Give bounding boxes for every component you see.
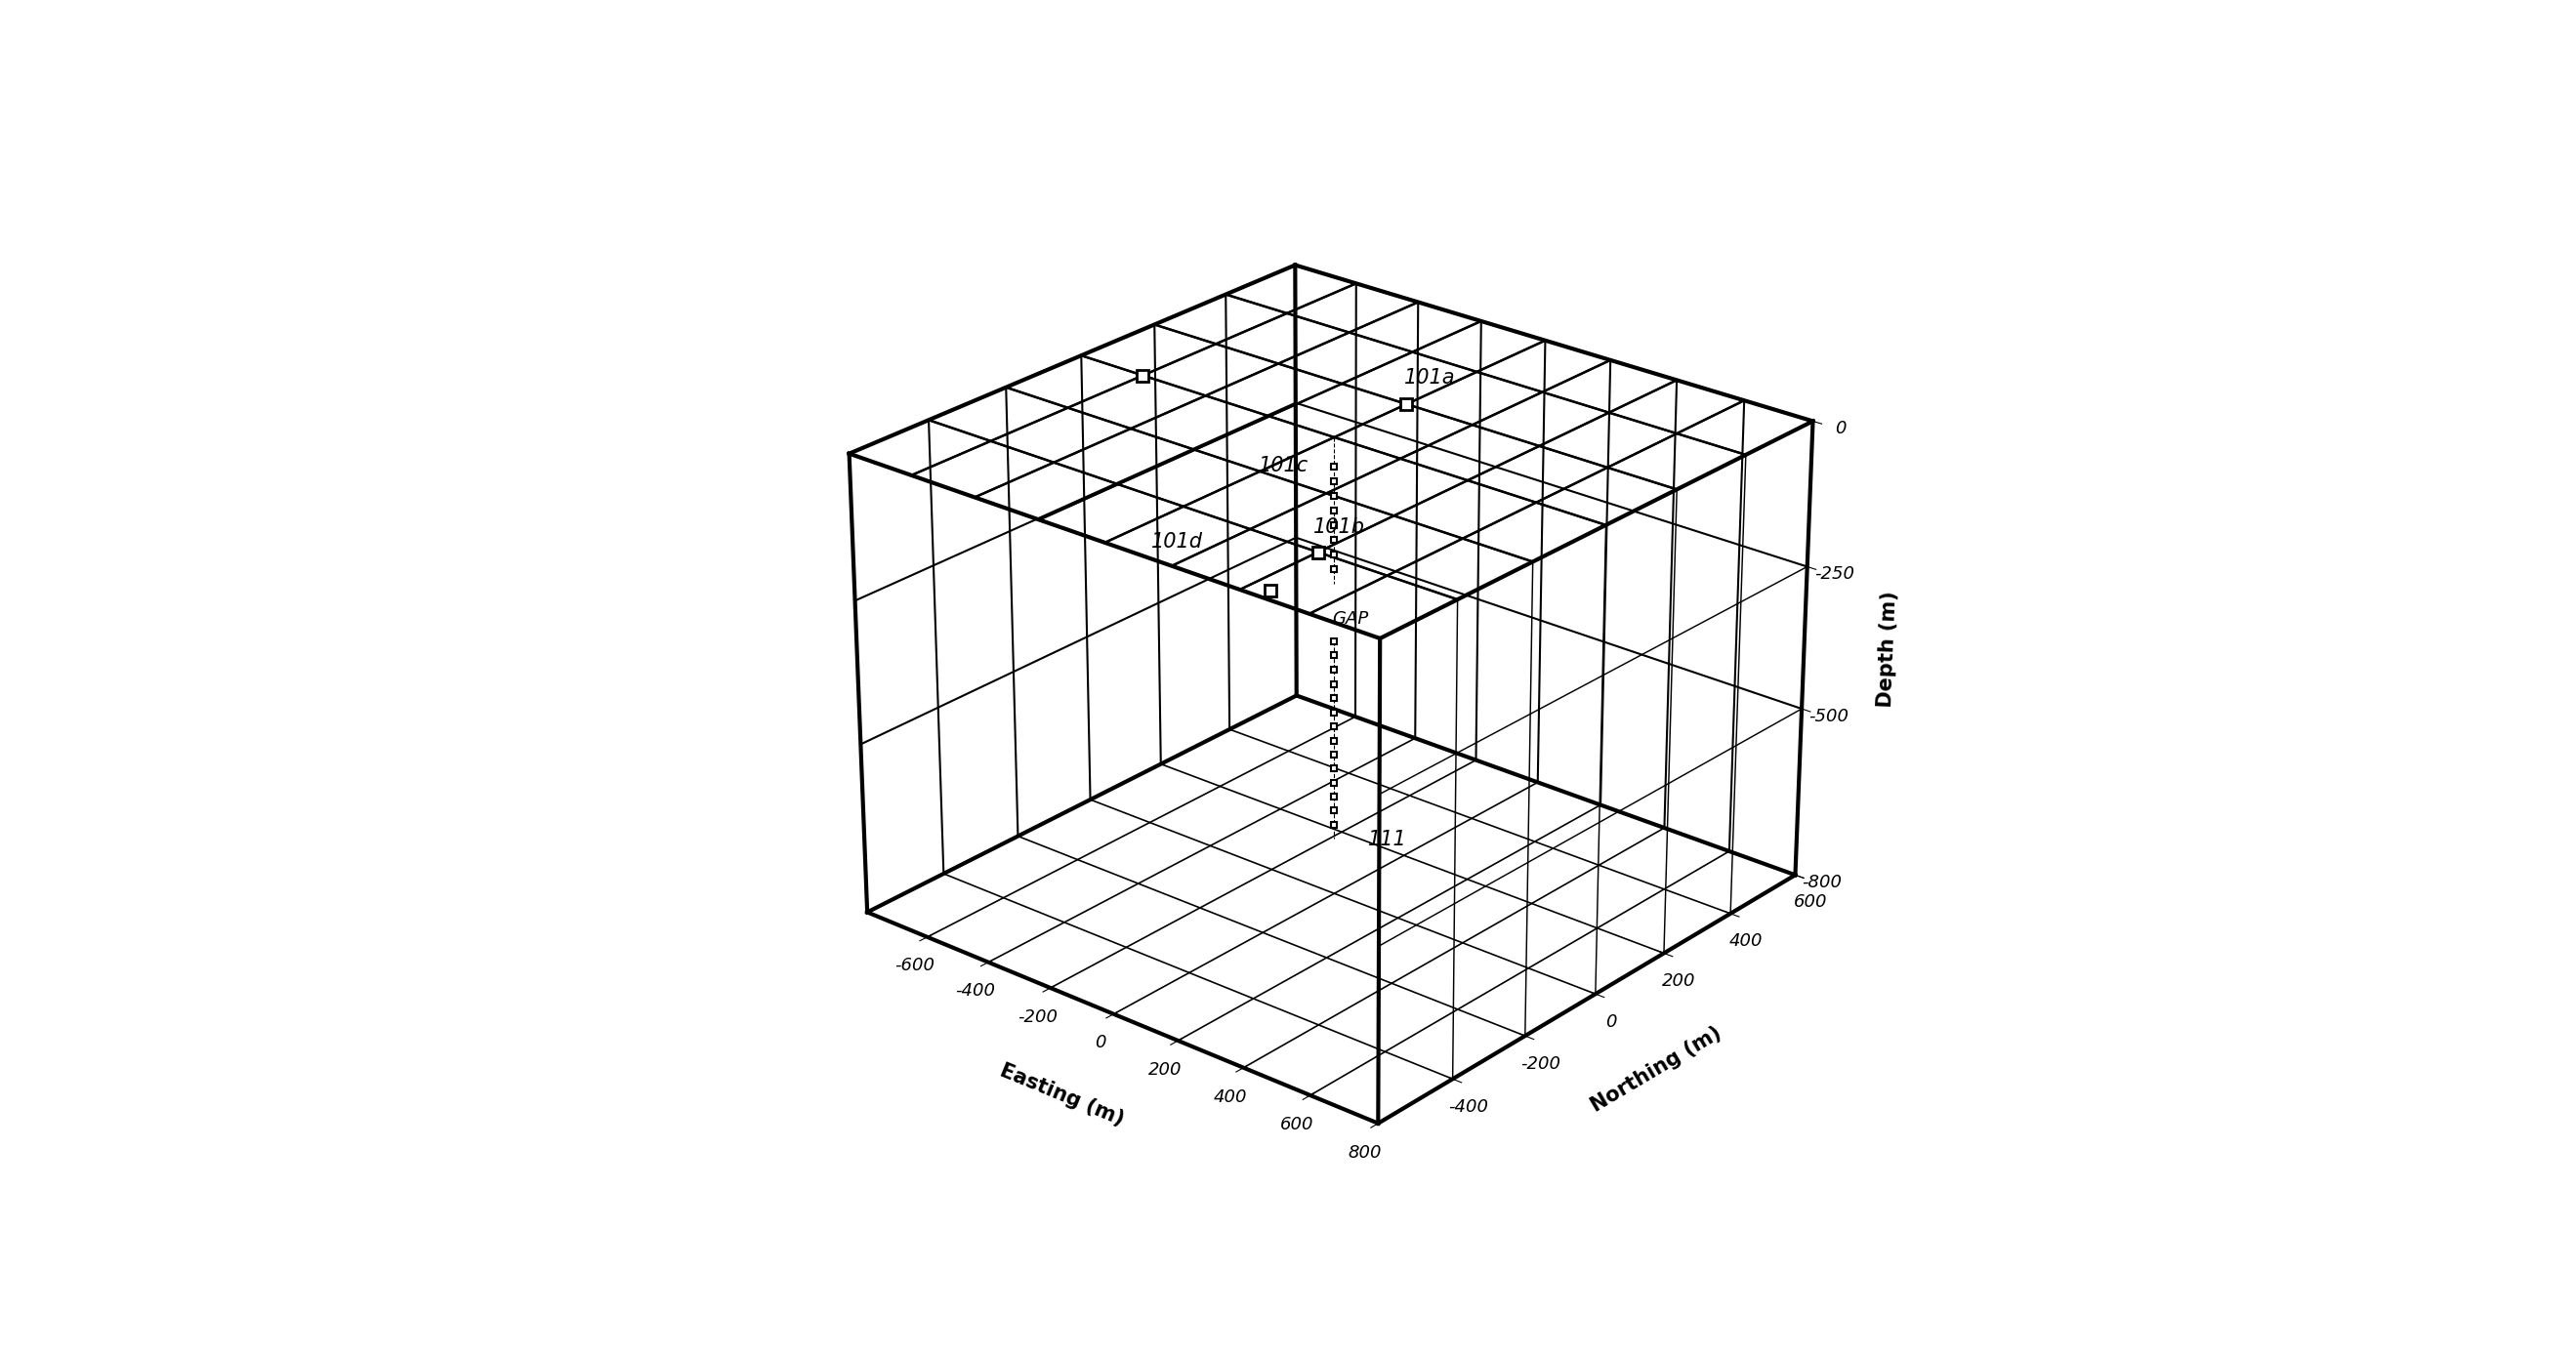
Y-axis label: Northing (m): Northing (m)	[1587, 1024, 1726, 1116]
X-axis label: Easting (m): Easting (m)	[997, 1062, 1126, 1129]
